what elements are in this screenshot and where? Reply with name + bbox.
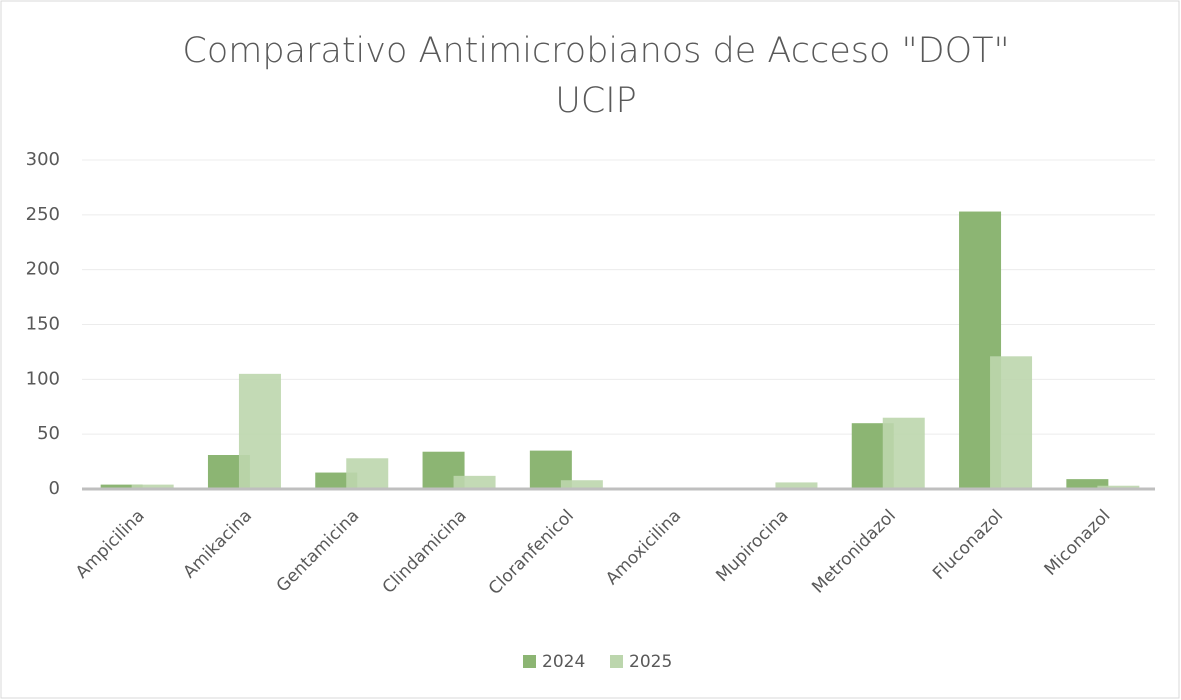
legend-swatch: [523, 655, 536, 668]
y-tick-label: 100: [26, 368, 60, 389]
y-tick-label: 200: [26, 259, 60, 280]
y-tick-label: 150: [26, 314, 60, 335]
bar: [131, 484, 174, 489]
y-tick-label: 0: [49, 478, 60, 499]
bar: [100, 484, 143, 489]
y-tick-label: 300: [26, 149, 60, 170]
y-tick-label: 50: [37, 423, 60, 444]
y-tick-label: 250: [26, 204, 60, 225]
bar: [1097, 485, 1140, 489]
bar: [560, 480, 603, 489]
legend-label: 2024: [542, 652, 585, 672]
bar: [238, 373, 281, 489]
bar: [1066, 479, 1109, 489]
legend-swatch: [610, 655, 623, 668]
legend-label: 2025: [629, 652, 672, 672]
chart-subtitle: UCIP: [555, 81, 636, 121]
chart-title: Comparativo Antimicrobianos de Acceso "D…: [182, 31, 1009, 71]
bar: [990, 356, 1033, 489]
bar: [775, 482, 818, 489]
bar: [453, 475, 496, 489]
bar: [346, 458, 389, 489]
bar: [882, 417, 925, 489]
